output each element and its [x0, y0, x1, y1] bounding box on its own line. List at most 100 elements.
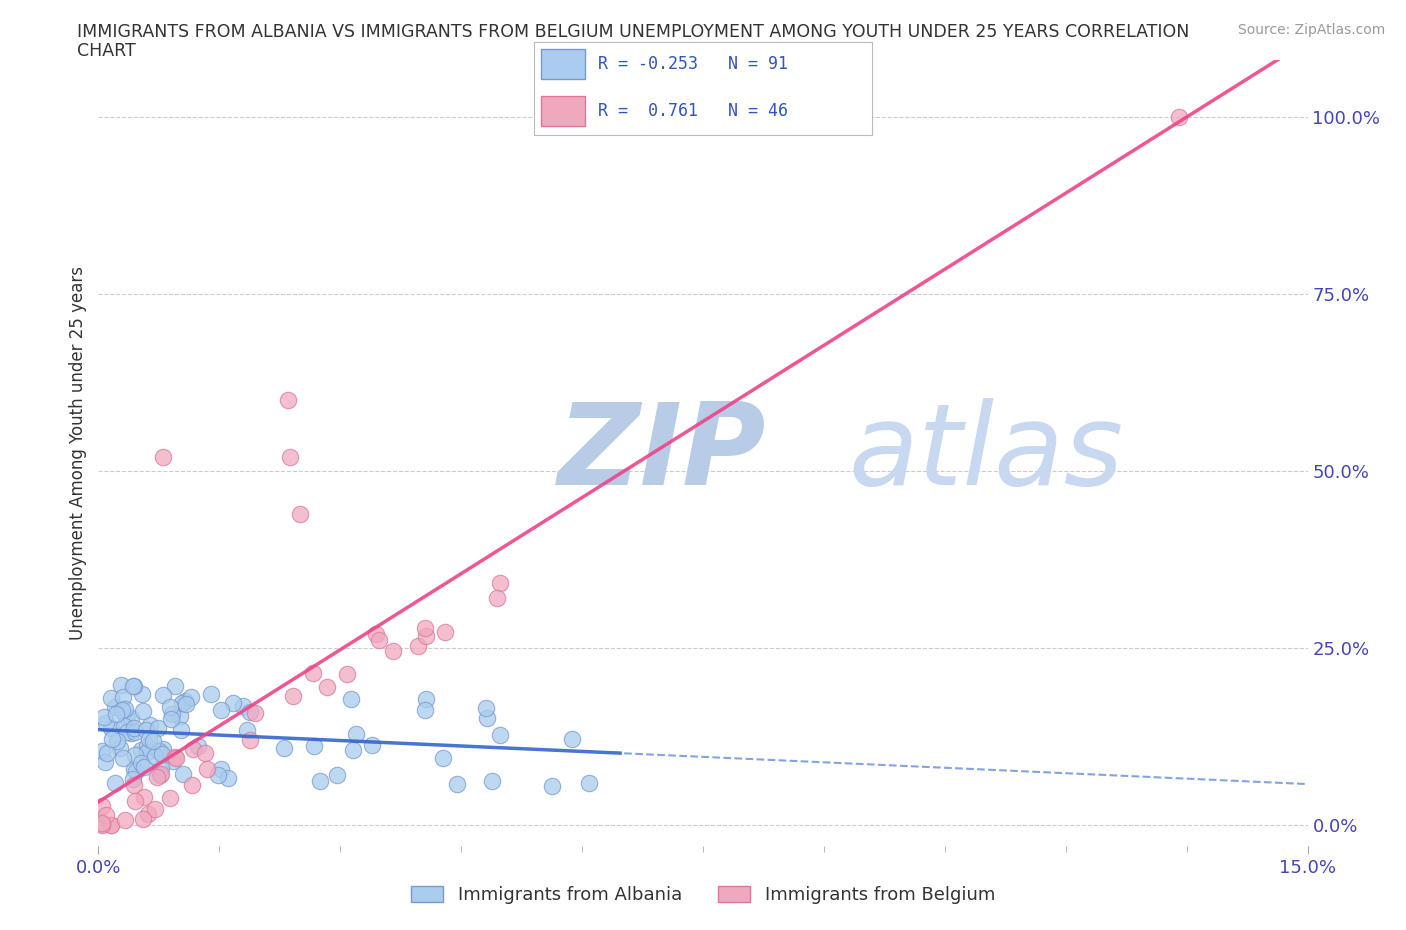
Point [132, 704, 155, 719]
Point [238, 705, 260, 720]
Point [124, 793, 146, 808]
Point [131, 812, 153, 827]
Point [364, 627, 387, 642]
Point [94, 808, 117, 823]
Point [122, 679, 145, 694]
Point [122, 761, 145, 776]
Point [145, 769, 167, 784]
Point [91, 798, 114, 813]
Point [475, 700, 498, 715]
Text: atlas: atlas [848, 398, 1123, 509]
Point [122, 778, 145, 793]
Point [165, 750, 187, 764]
Point [477, 711, 499, 725]
Point [101, 732, 124, 747]
Point [211, 702, 233, 717]
Point [132, 790, 155, 804]
Point [309, 773, 332, 788]
Point [152, 449, 174, 464]
Point [135, 722, 157, 737]
Point [91, 743, 114, 758]
Y-axis label: Unemployment Among Youth under 25 years: Unemployment Among Youth under 25 years [69, 266, 87, 641]
Point [194, 746, 217, 761]
Point [122, 771, 145, 786]
Point [200, 686, 222, 701]
Point [172, 767, 194, 782]
Point [150, 761, 173, 776]
Point [124, 724, 146, 739]
Point [124, 747, 146, 762]
Point [159, 790, 181, 805]
Point [232, 699, 254, 714]
Point [277, 392, 299, 407]
Point [283, 689, 305, 704]
Point [180, 689, 202, 704]
Point [541, 779, 564, 794]
Point [114, 710, 136, 724]
Point [104, 776, 127, 790]
Point [160, 707, 183, 722]
Point [195, 761, 218, 776]
Point [217, 771, 239, 786]
Point [162, 753, 184, 768]
Point [169, 709, 191, 724]
Point [131, 687, 153, 702]
Point [100, 691, 122, 706]
Point [326, 768, 349, 783]
Point [114, 812, 136, 827]
Point [114, 701, 136, 716]
Point [170, 723, 193, 737]
Point [561, 732, 583, 747]
Point [578, 776, 600, 790]
Point [273, 741, 295, 756]
Point [105, 733, 128, 748]
Point [112, 690, 135, 705]
Point [278, 449, 301, 464]
Point [406, 638, 429, 653]
Point [1167, 110, 1189, 125]
Point [91, 817, 114, 831]
Point [486, 591, 509, 605]
Point [344, 726, 367, 741]
Point [288, 506, 311, 521]
Point [122, 720, 145, 735]
Point [100, 817, 122, 832]
Point [122, 679, 145, 694]
Point [236, 723, 259, 737]
Point [165, 751, 187, 765]
Point [367, 632, 389, 647]
Point [302, 666, 325, 681]
Point [432, 751, 454, 765]
Point [100, 721, 122, 736]
Point [129, 742, 152, 757]
FancyBboxPatch shape [541, 96, 585, 126]
Point [315, 680, 337, 695]
Point [108, 740, 131, 755]
Point [170, 695, 193, 710]
Point [342, 742, 364, 757]
Point [160, 711, 183, 726]
Point [139, 718, 162, 733]
Point [96, 746, 118, 761]
Point [100, 817, 122, 832]
Point [124, 764, 146, 778]
Legend: Immigrants from Albania, Immigrants from Belgium: Immigrants from Albania, Immigrants from… [404, 879, 1002, 911]
Point [152, 742, 174, 757]
Point [112, 719, 135, 734]
Text: ZIP: ZIP [558, 398, 766, 509]
Point [120, 725, 142, 740]
Point [146, 721, 169, 736]
Point [415, 692, 437, 707]
Point [142, 733, 165, 748]
Point [187, 738, 209, 753]
Point [222, 696, 245, 711]
Point [138, 731, 160, 746]
Point [174, 697, 197, 711]
Point [111, 751, 134, 765]
Point [150, 747, 173, 762]
Point [148, 743, 170, 758]
Point [104, 700, 127, 715]
Point [239, 732, 262, 747]
Point [434, 624, 457, 639]
Point [165, 679, 187, 694]
